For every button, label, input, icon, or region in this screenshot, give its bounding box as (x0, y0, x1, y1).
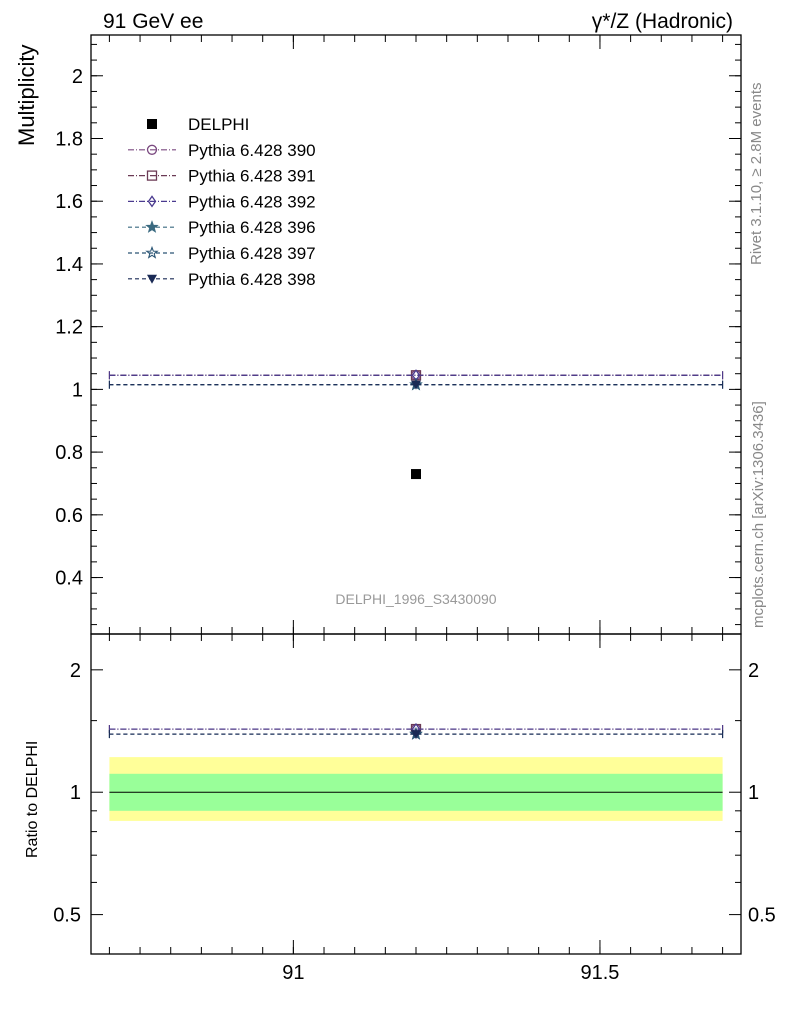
legend-label-3: Pythia 6.428 391 (188, 167, 316, 186)
ratio-xtick-label: 91.5 (580, 962, 619, 984)
main-ytick-label: 1.6 (55, 191, 83, 213)
mcplots-label: mcplots.cern.ch [arXiv:1306.3436] (750, 401, 767, 628)
header-left-label: 91 GeV ee (103, 10, 203, 33)
data-point-7 (411, 380, 421, 390)
legend-marker-4 (147, 195, 157, 208)
legend-label-2: Pythia 6.428 390 (188, 141, 316, 160)
ratio-ytick-label: 0.5 (53, 905, 81, 927)
legend-label-4: Pythia 6.428 392 (188, 192, 316, 211)
legend-marker-2 (146, 144, 158, 155)
legend-label-6: Pythia 6.428 397 (188, 244, 316, 263)
main-ytick-label: 1 (72, 379, 83, 401)
ratio-ytick-label-right: 0.5 (748, 905, 776, 927)
main-ytick-label: 1.4 (55, 254, 83, 276)
legend-marker-3 (146, 170, 158, 181)
legend-marker-7 (147, 274, 157, 284)
legend-label-1: DELPHI (188, 115, 249, 134)
ratio-plot: 91 91.5 0.5 0.5 1 1 2 2 (53, 633, 776, 984)
ratio-ytick-label-right: 2 (748, 660, 759, 682)
ratio-ytick-label-right: 1 (748, 782, 759, 804)
header-right-label: γ*/Z (Hadronic) (592, 10, 733, 33)
main-ytick-label: 2 (72, 66, 83, 88)
legend: DELPHI Pythia 6.428 390 Pythia 6.428 391 Py… (128, 115, 316, 289)
ratio-xtick-label: 91 (282, 962, 304, 984)
main-ytick-label: 1.8 (55, 128, 83, 150)
main-ytick-label: 0.8 (55, 442, 83, 464)
legend-marker-5 (145, 220, 159, 233)
analysis-label: DELPHI_1996_S3430090 (335, 591, 496, 607)
rivet-version-label: Rivet 3.1.10, ≥ 2.8M events (748, 83, 765, 266)
main-ylabel: Multiplicity (14, 45, 39, 146)
main-ytick-label: 0.6 (55, 505, 83, 527)
legend-label-7: Pythia 6.428 398 (188, 270, 316, 289)
main-ytick-label: 1.2 (55, 317, 83, 339)
ratio-ytick-label: 2 (70, 660, 81, 682)
main-plot: 0.4 0.6 0.8 1 1.2 1.4 1.6 1.8 2 (55, 34, 742, 635)
legend-marker-1 (147, 119, 157, 129)
main-ytick-label: 0.4 (55, 568, 83, 590)
ratio-ylabel: Ratio to DELPHI (24, 741, 41, 858)
legend-label-5: Pythia 6.428 396 (188, 218, 316, 237)
ratio-ytick-label: 1 (70, 782, 81, 804)
data-point-1 (411, 469, 421, 480)
legend-marker-6 (145, 245, 159, 259)
ratio-point-6 (411, 730, 421, 740)
